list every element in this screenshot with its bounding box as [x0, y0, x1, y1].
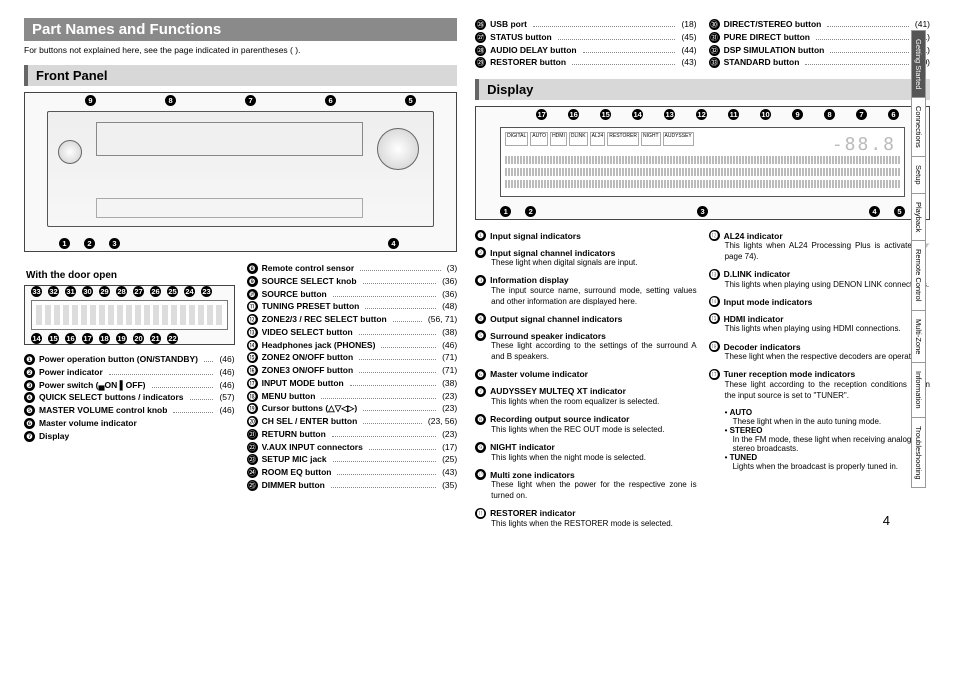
index-line: ㉝STANDARD button(40): [709, 56, 930, 69]
desc-item: ❾NIGHT indicatorThis lights when the nig…: [475, 442, 696, 464]
tuner-mode-item: • TUNEDLights when the broadcast is prop…: [725, 453, 930, 471]
display-desc-right: ⓬AL24 indicatorThis lights when AL24 Pro…: [709, 230, 930, 402]
display-desc-left: ❶Input signal indicators ❷Input signal ch…: [475, 230, 696, 536]
desc-item: ❿Multi zone indicatorsThese light when t…: [475, 469, 696, 502]
index-line: ⓳Cursor buttons (△▽◁▷)(23): [247, 402, 458, 415]
index-line: ❷Power indicator(46): [24, 366, 235, 379]
side-tab-troubleshooting[interactable]: Troubleshooting: [911, 417, 926, 489]
desc-item: ❶Input signal indicators: [475, 230, 696, 241]
desc-item: ❻Master volume indicator: [475, 369, 696, 380]
side-tab-information[interactable]: Information: [911, 362, 926, 417]
index-line: ❶Power operation button (ON/STANDBY)(46): [24, 353, 235, 366]
desc-item: ❷Input signal channel indicatorsThese li…: [475, 247, 696, 269]
page-number: 4: [883, 513, 890, 528]
desc-item: ⓮Input mode indicators: [709, 296, 930, 307]
desc-item: ❼AUDYSSEY MULTEQ XT indicatorThis lights…: [475, 386, 696, 408]
display-header: Display: [475, 79, 930, 100]
desc-item: ⓱Tuner reception mode indicatorsThese li…: [709, 369, 930, 402]
tuner-mode-item: • AUTOThese light when in the auto tunin…: [725, 408, 930, 426]
index-line: ㉗STATUS button(45): [475, 31, 696, 44]
index-line: ⓰ZONE3 ON/OFF button(71): [247, 364, 458, 377]
index-line: ㉔ROOM EQ button(43): [247, 466, 458, 479]
index-line: ㉛PURE DIRECT button(41): [709, 31, 930, 44]
index-line: ❾SOURCE SELECT knob(36): [247, 275, 458, 288]
index-line: ⓮Headphones jack (PHONES)(46): [247, 339, 458, 352]
door-open-diagram: 333231 302928 272625 2423 141516 171819 …: [24, 285, 235, 345]
desc-item: ❹Output signal channel indicators: [475, 313, 696, 324]
desc-item: ⓬AL24 indicatorThis lights when AL24 Pro…: [709, 230, 930, 263]
side-nav-tabs: Getting StartedConnectionsSetupPlaybackR…: [911, 30, 926, 488]
index-line: ❸Power switch (▄ON ▌OFF)(46): [24, 379, 235, 392]
index-line: ⓬ZONE2/3 / REC SELECT button(56, 71): [247, 313, 458, 326]
desc-item: ⓰Decoder indicatorsThese light when the …: [709, 341, 930, 363]
desc-item: ❸Information displayThe input source nam…: [475, 275, 696, 308]
desc-item: ⓯HDMI indicatorThis lights when playing …: [709, 313, 930, 335]
index-line: ⓲MENU button(23): [247, 390, 458, 403]
side-tab-connections[interactable]: Connections: [911, 97, 926, 156]
index-line: ㉑RETURN button(23): [247, 428, 458, 441]
index-line: ㉒V.AUX INPUT connectors(17): [247, 441, 458, 454]
index-line: ㉘AUDIO DELAY button(44): [475, 44, 696, 57]
side-tab-multi-zone[interactable]: Multi-Zone: [911, 310, 926, 362]
continued-list-1: ㉖USB port(18)㉗STATUS button(45)㉘AUDIO DE…: [475, 18, 696, 69]
desc-item: ❽Recording output source indicatorThis l…: [475, 414, 696, 436]
front-panel-header: Front Panel: [24, 65, 457, 86]
index-line: ⓴CH SEL / ENTER button(23, 56): [247, 415, 458, 428]
index-line: ❿SOURCE button(36): [247, 288, 458, 301]
index-line: ㉙RESTORER button(43): [475, 56, 696, 69]
side-tab-setup[interactable]: Setup: [911, 156, 926, 193]
diagram-callouts-bottom: 123 4: [59, 238, 399, 249]
index-line: ㉜DSP SIMULATION button(41): [709, 44, 930, 57]
index-line: ㉚DIRECT/STEREO button(41): [709, 18, 930, 31]
desc-item: ⓫RESTORER indicatorThis lights when the …: [475, 508, 696, 530]
side-tab-remote-control[interactable]: Remote Control: [911, 240, 926, 310]
door-open-header: With the door open: [26, 270, 235, 281]
index-line: ❺MASTER VOLUME control knob(46): [24, 404, 235, 417]
diagram-callouts-top: 987 65: [85, 95, 416, 106]
page-title: Part Names and Functions: [24, 18, 457, 41]
index-line: ⓯ZONE2 ON/OFF button(71): [247, 351, 458, 364]
side-tab-playback[interactable]: Playback: [911, 193, 926, 240]
front-panel-list-left: ❶Power operation button (ON/STANDBY)(46)…: [24, 353, 235, 442]
front-panel-list-right: ❽Remote control sensor(3)❾SOURCE SELECT …: [247, 262, 458, 492]
index-line: ⓫TUNING PRESET button(48): [247, 300, 458, 313]
display-diagram: 171615 141312 11109 876 DIGITAL AUTO HDM…: [475, 106, 930, 220]
desc-item: ❺Surround speaker indicatorsThese light …: [475, 330, 696, 363]
index-line: ❻Master volume indicator: [24, 417, 235, 430]
index-line: ❹QUICK SELECT buttons / indicators(57): [24, 391, 235, 404]
index-line: ❼Display: [24, 430, 235, 443]
continued-list-2: ㉚DIRECT/STEREO button(41)㉛PURE DIRECT bu…: [709, 18, 930, 69]
index-line: ㉕DIMMER button(35): [247, 479, 458, 492]
intro-text: For buttons not explained here, see the …: [24, 45, 457, 55]
tuner-modes: • AUTOThese light when in the auto tunin…: [709, 408, 930, 471]
index-line: ⓱INPUT MODE button(38): [247, 377, 458, 390]
side-tab-getting-started[interactable]: Getting Started: [911, 30, 926, 97]
desc-item: ⓭D.LINK indicatorThis lights when playin…: [709, 269, 930, 291]
tuner-mode-item: • STEREOIn the FM mode, these light when…: [725, 426, 930, 453]
index-line: ㉖USB port(18): [475, 18, 696, 31]
front-panel-diagram: 987 65 123 4: [24, 92, 457, 252]
index-line: ❽Remote control sensor(3): [247, 262, 458, 275]
index-line: ㉓SETUP MIC jack(25): [247, 453, 458, 466]
index-line: ⓭VIDEO SELECT button(38): [247, 326, 458, 339]
volume-segment-display: -88.8: [832, 134, 896, 155]
